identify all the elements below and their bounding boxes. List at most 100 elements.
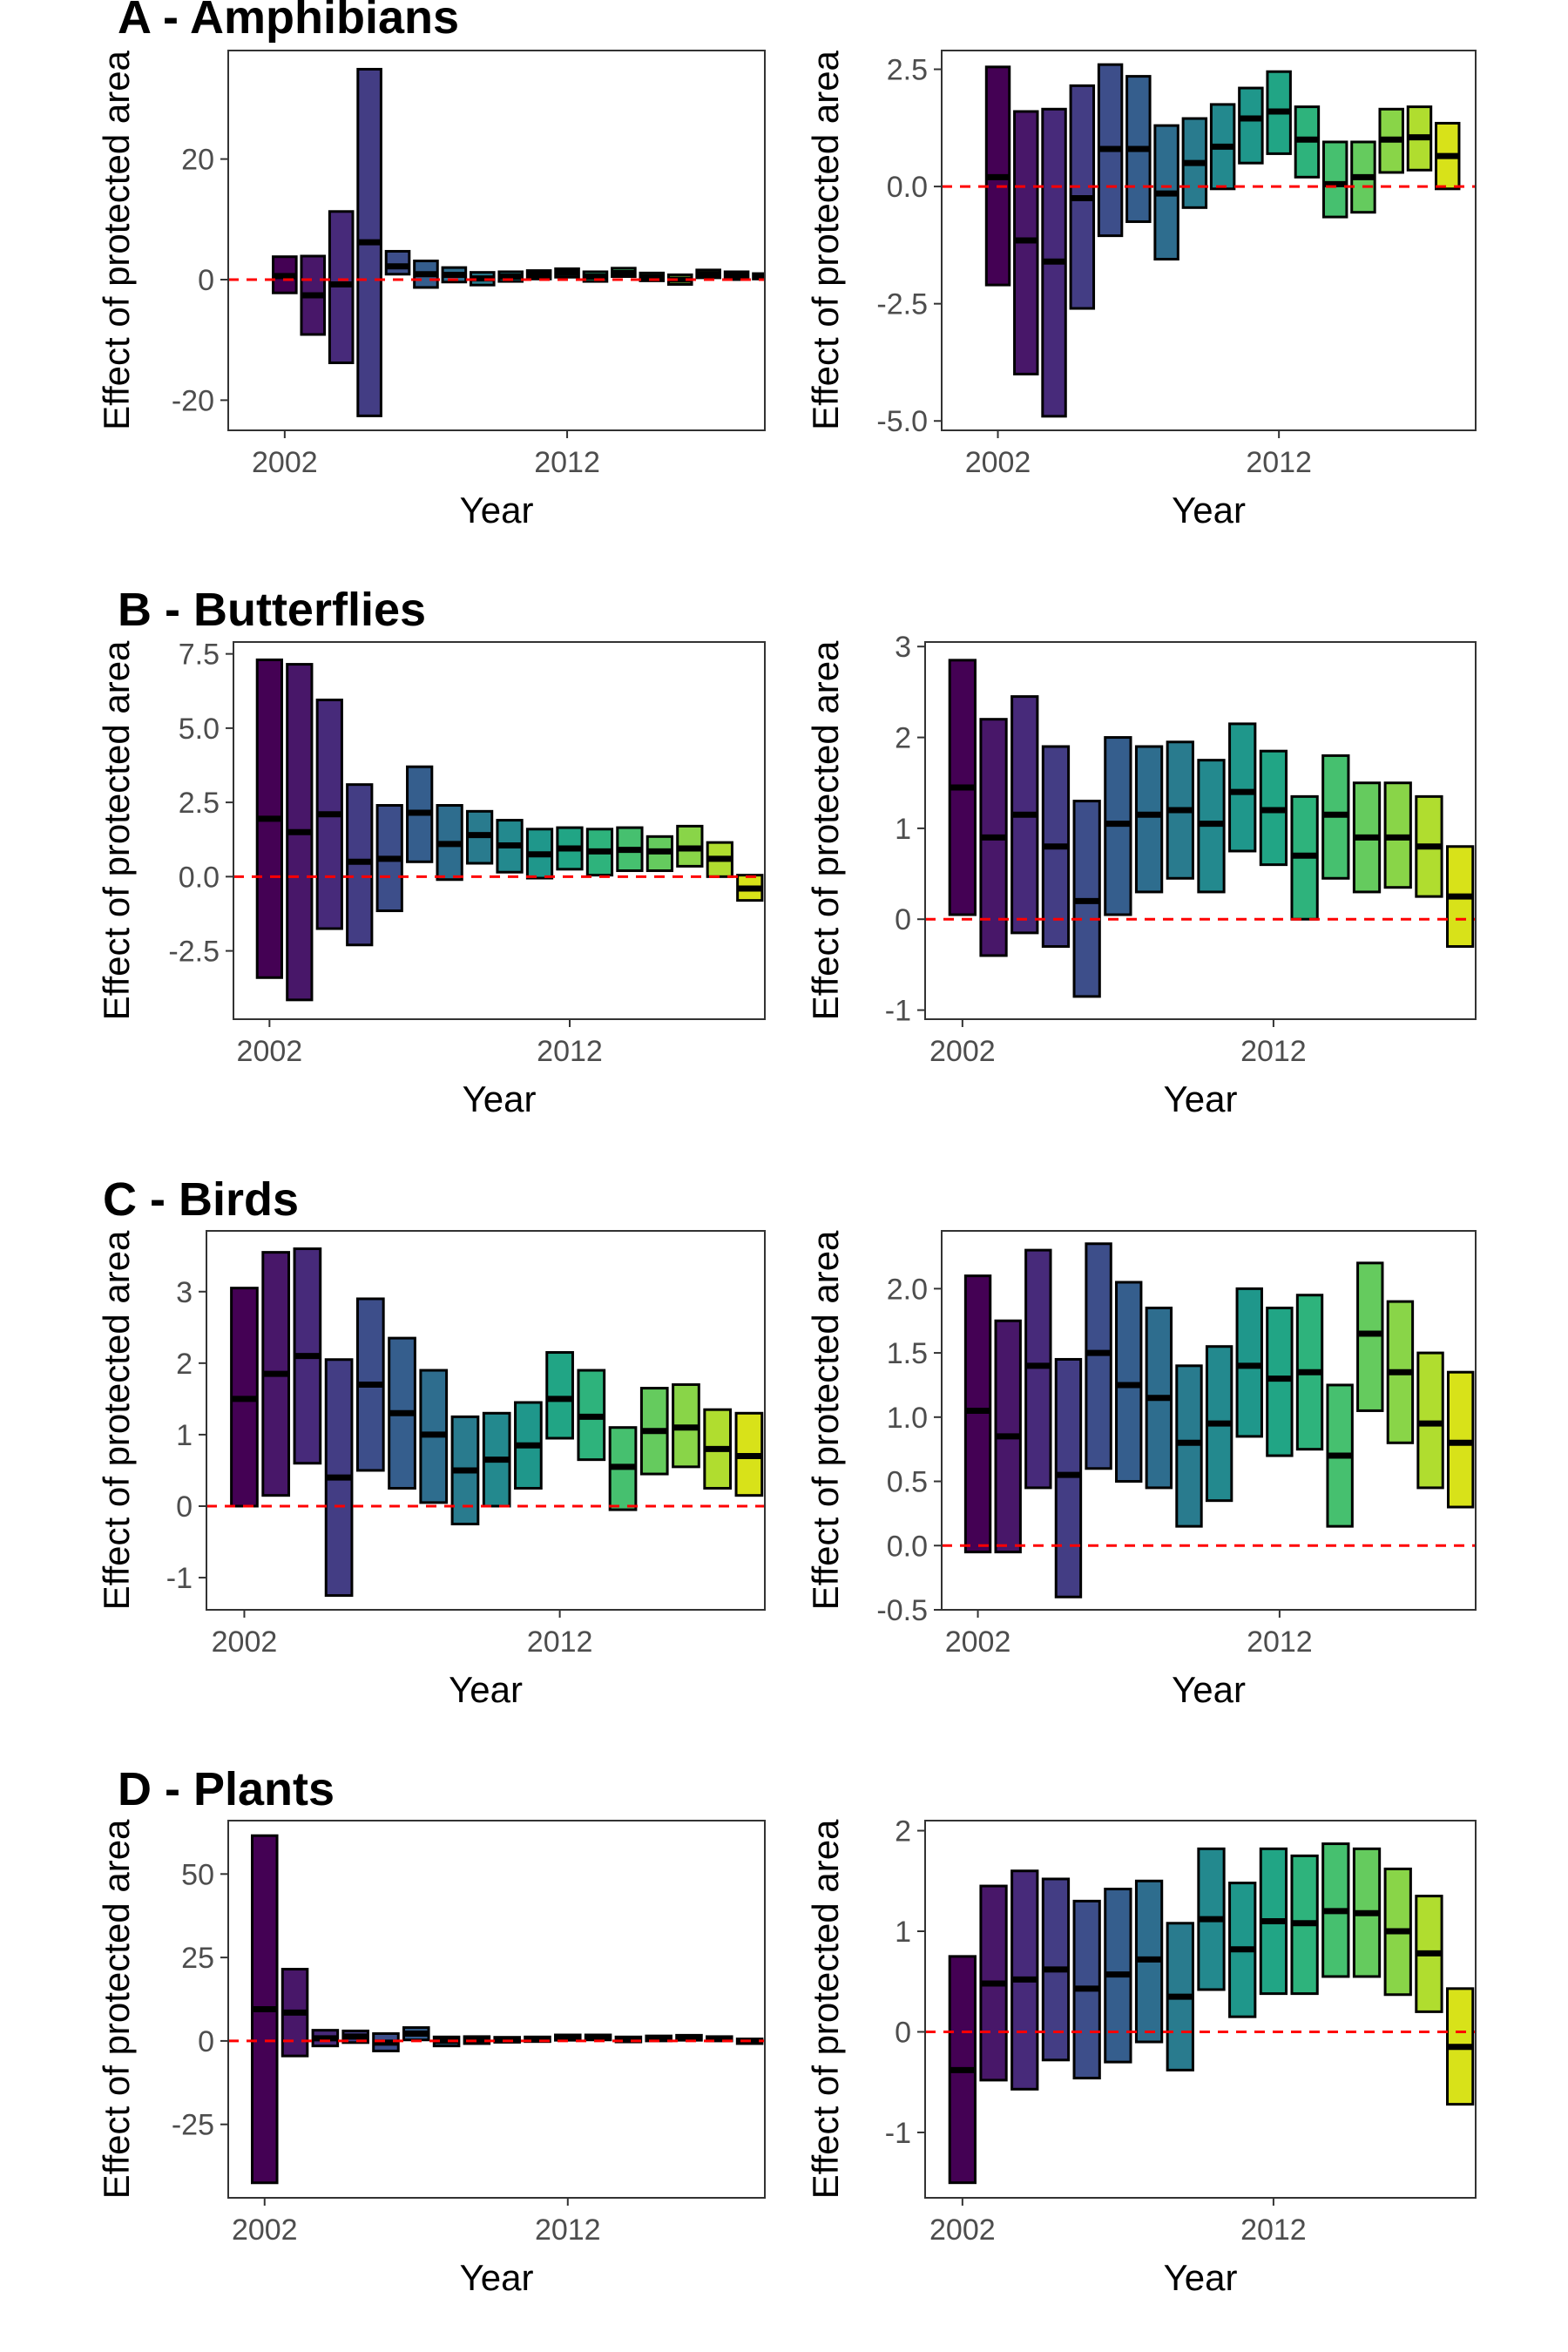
x-tick-label: 2012	[535, 2213, 601, 2247]
interval-bar-2002	[963, 1274, 992, 1554]
y-tick-label: -2.5	[876, 288, 928, 321]
x-axis-title: Year	[449, 1669, 523, 1710]
plot-area	[228, 1821, 765, 2198]
x-tick-label: 2012	[1240, 2213, 1307, 2247]
y-tick-label: 1.0	[887, 1402, 928, 1435]
y-tick-label: 2.5	[887, 54, 928, 87]
y-axis-title: Effect of protected area	[96, 640, 137, 1020]
interval-bar-2017	[1416, 1351, 1444, 1490]
panel-border	[924, 641, 1477, 1020]
y-axis-title: Effect of protected area	[96, 50, 137, 429]
panel-border	[227, 1820, 766, 2199]
y-tick-label: -5.0	[876, 405, 928, 438]
y-axis-title: Effect of protected area	[805, 1819, 846, 2199]
x-tick-label: 2002	[945, 1625, 1011, 1659]
y-tick-label: 0	[198, 264, 214, 297]
plot-marks	[206, 1247, 765, 1598]
y-axis-title: Effect of protected area	[96, 1819, 137, 2199]
y-tick-label: 0.0	[887, 1530, 928, 1563]
x-axis-title: Year	[460, 490, 534, 531]
y-tick-label: 5.0	[179, 713, 220, 746]
plot-marks	[925, 1842, 1476, 2185]
plot-area	[228, 51, 765, 430]
x-tick-label: 2012	[527, 1625, 593, 1659]
x-tick-label: 2002	[965, 446, 1031, 479]
panel-title: A - Amphibians	[118, 0, 459, 44]
plot-marks	[925, 659, 1476, 998]
y-tick-label: 1	[895, 813, 911, 846]
y-tick-label: -1	[885, 2117, 911, 2150]
x-tick-label: 2002	[252, 446, 318, 479]
panel-border	[941, 50, 1477, 431]
y-tick-label: -25	[172, 2109, 214, 2142]
y-tick-label: 50	[181, 1858, 214, 1891]
panel-title: D - Plants	[118, 1763, 335, 1815]
y-tick-label: -20	[172, 384, 214, 417]
y-tick-label: -1	[885, 995, 911, 1028]
interval-bar-2015	[1356, 1261, 1384, 1412]
interval-bar-2006	[1085, 1242, 1112, 1470]
interval-bar-2011	[1228, 722, 1257, 853]
x-tick-label: 2002	[212, 1625, 278, 1659]
interval-bar-2009	[1175, 1364, 1203, 1528]
y-tick-label: 0	[895, 2016, 911, 2049]
x-tick-label: 2002	[929, 2213, 996, 2247]
y-tick-label: -1	[166, 1562, 193, 1595]
panel-border	[941, 1230, 1477, 1611]
interval-bar-2014	[1321, 140, 1348, 219]
interval-bar-2012	[545, 1351, 574, 1440]
interval-bar-2007	[1115, 1281, 1143, 1484]
x-tick-label: 2012	[537, 1035, 603, 1068]
interval-bar-2004	[1024, 1248, 1052, 1490]
plot-marks	[942, 63, 1476, 418]
interval-bar-2005	[1054, 1357, 1083, 1598]
panel-border	[233, 641, 766, 1020]
y-tick-label: 2	[176, 1348, 193, 1381]
y-tick-label: 2.0	[887, 1273, 928, 1306]
interval-bar-2012	[1266, 1306, 1294, 1457]
x-tick-label: 2012	[534, 446, 600, 479]
y-tick-label: 2.5	[179, 787, 220, 820]
y-axis-title: Effect of protected area	[805, 50, 846, 429]
x-axis-title: Year	[1164, 2257, 1238, 2298]
y-tick-label: 7.5	[179, 639, 220, 672]
interval-bar-2011	[1235, 1287, 1263, 1438]
interval-bar-2018	[1446, 1370, 1475, 1509]
y-tick-label: 1	[895, 1916, 911, 1949]
panel-border	[206, 1230, 766, 1611]
x-tick-label: 2002	[237, 1035, 303, 1068]
y-tick-label: 3	[895, 631, 911, 664]
y-tick-label: 1.5	[887, 1337, 928, 1370]
x-axis-title: Year	[1172, 490, 1246, 531]
y-tick-label: 0	[176, 1490, 193, 1524]
y-tick-label: 2	[895, 1815, 911, 1848]
y-tick-label: 3	[176, 1276, 193, 1309]
plot-marks	[228, 1834, 765, 2185]
y-tick-label: 0.5	[887, 1466, 928, 1499]
x-tick-label: 2012	[1247, 1625, 1313, 1659]
plot-marks	[942, 1242, 1476, 1598]
panel-title: B - Butterflies	[118, 584, 426, 636]
x-tick-label: 2012	[1246, 446, 1312, 479]
interval-bar-2006	[384, 249, 411, 276]
plot-marks	[228, 67, 765, 417]
x-axis-title: Year	[1172, 1669, 1246, 1710]
y-tick-label: 0.0	[179, 861, 220, 894]
y-tick-label: -0.5	[876, 1594, 928, 1627]
x-axis-title: Year	[1164, 1078, 1238, 1119]
x-tick-label: 2012	[1240, 1035, 1307, 1068]
y-tick-label: 0	[198, 2025, 214, 2058]
y-tick-label: 1	[176, 1419, 193, 1452]
panel-border	[924, 1820, 1477, 2199]
x-axis-title: Year	[463, 1078, 537, 1119]
interval-bar-2011	[1238, 86, 1264, 165]
